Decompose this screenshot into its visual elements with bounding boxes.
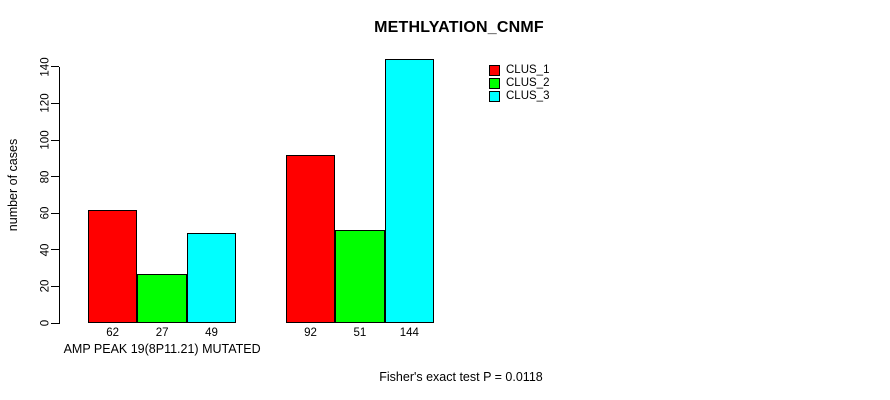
bar-clus_2-group2 [335,229,385,323]
y-axis-tick [51,139,59,141]
y-axis-tick [51,212,59,214]
bar-clus_3-group2 [384,59,434,323]
bar-clus_1-group2 [285,154,336,323]
y-axis-line [59,66,60,324]
bar-clus_3-group1 [186,233,237,323]
legend-item-clus_2: CLUS_2 [489,77,549,90]
y-axis-tick [51,102,59,104]
legend-label: CLUS_3 [506,90,550,102]
chart-title: METHLYATION_CNMF [374,19,544,36]
bar-value-label: 51 [353,327,367,339]
bar-clus_2-group1 [137,273,187,323]
bar-clus_1-group1 [88,209,138,323]
y-axis-tick-label: 140 [39,57,52,77]
bar-value-label: 92 [304,327,317,339]
bar-value-label: 62 [106,327,120,339]
bar-value-label: 27 [155,327,169,339]
y-axis-tick [51,176,59,178]
legend: CLUS_1 CLUS_2 CLUS_3 [489,64,549,103]
bar-value-label: 49 [205,327,218,339]
x-group-label: AMP PEAK 19(8P11.21) MUTATED [63,342,261,356]
legend-swatch-clus_3 [489,91,500,102]
legend-swatch-clus_2 [489,78,500,89]
legend-swatch-clus_1 [489,65,500,76]
y-axis-tick [51,285,59,287]
y-axis-tick [51,249,59,251]
legend-label: CLUS_1 [506,64,550,76]
legend-item-clus_3: CLUS_3 [489,90,549,103]
footnote-fishers-test: Fisher's exact test P = 0.0118 [379,370,543,384]
bar-value-label: 144 [399,327,419,339]
legend-label: CLUS_2 [506,77,550,89]
y-axis-tick [51,322,59,324]
y-axis-title: number of cases [6,138,20,232]
y-axis-tick [51,66,59,68]
legend-item-clus_1: CLUS_1 [489,64,549,77]
